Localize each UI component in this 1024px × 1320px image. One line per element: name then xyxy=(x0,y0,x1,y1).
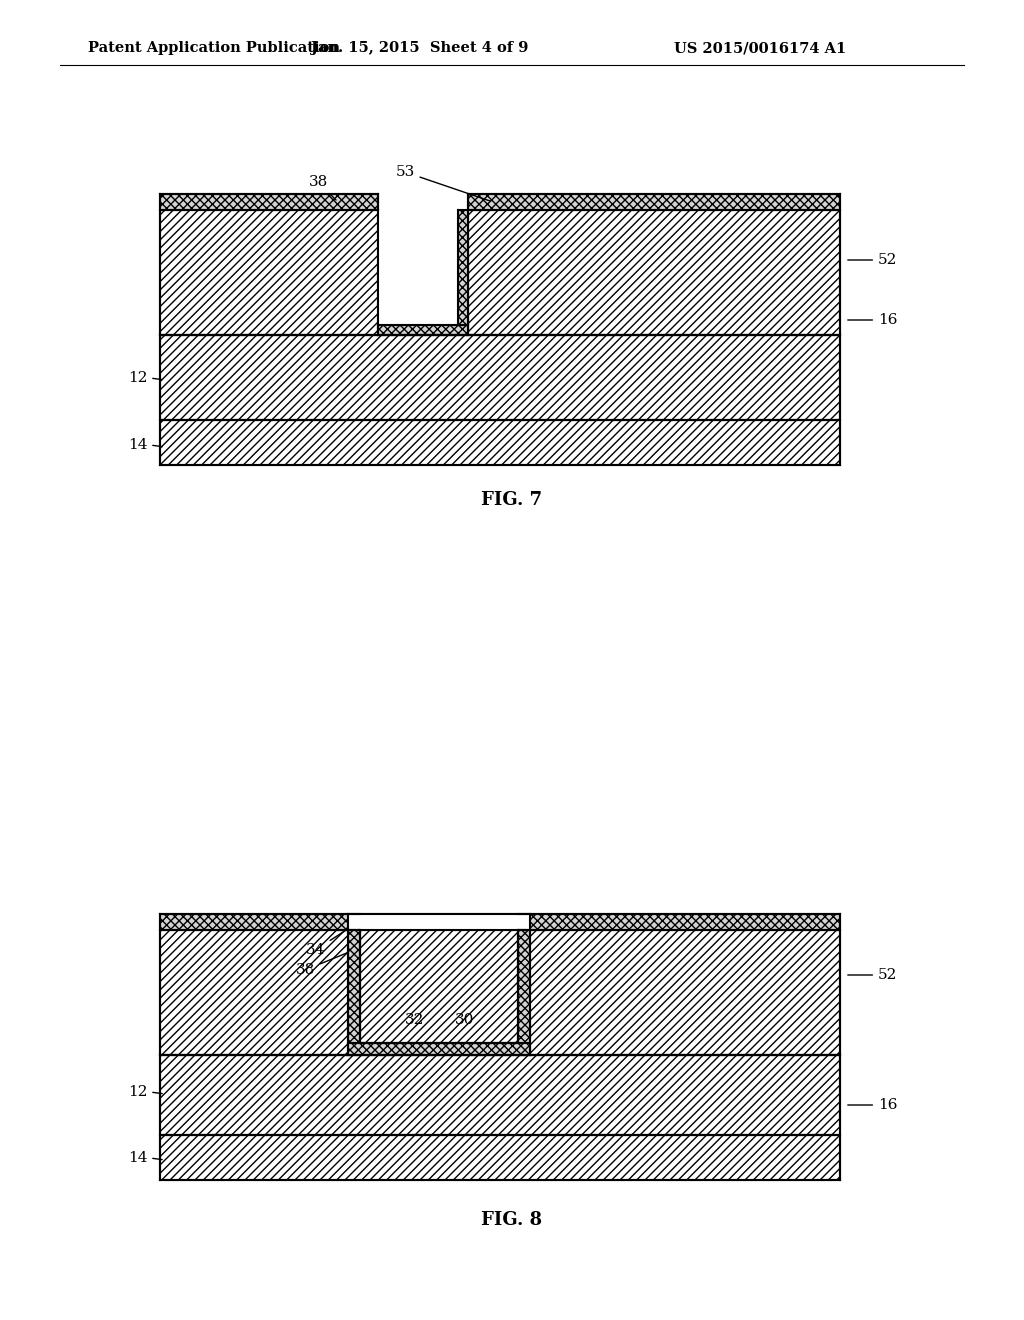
Text: 38: 38 xyxy=(296,950,351,977)
Bar xyxy=(160,210,378,335)
Bar xyxy=(468,194,840,210)
Bar xyxy=(160,335,840,420)
Bar xyxy=(378,325,468,335)
Text: 38: 38 xyxy=(308,176,336,201)
Text: FIG. 7: FIG. 7 xyxy=(481,491,543,510)
Text: 14: 14 xyxy=(128,1151,148,1166)
Bar xyxy=(348,931,530,1055)
Bar xyxy=(160,913,840,931)
Text: 30: 30 xyxy=(456,1012,475,1027)
Text: Jan. 15, 2015  Sheet 4 of 9: Jan. 15, 2015 Sheet 4 of 9 xyxy=(311,41,528,55)
Text: 12: 12 xyxy=(128,371,148,385)
Bar xyxy=(160,194,378,210)
Bar xyxy=(348,931,360,1055)
Text: 52: 52 xyxy=(848,968,897,982)
Text: 53: 53 xyxy=(395,165,490,201)
Text: 12: 12 xyxy=(128,1085,148,1100)
Bar xyxy=(378,210,458,325)
Bar xyxy=(160,420,840,465)
Text: 16: 16 xyxy=(848,313,897,327)
Bar xyxy=(160,931,840,1055)
Text: 30: 30 xyxy=(430,268,450,282)
Text: 16: 16 xyxy=(848,1098,897,1111)
Text: FIG. 8: FIG. 8 xyxy=(481,1210,543,1229)
Text: 32: 32 xyxy=(406,1012,425,1027)
Text: 14: 14 xyxy=(128,438,148,451)
Bar xyxy=(458,210,468,325)
Bar xyxy=(468,210,840,335)
Text: Patent Application Publication: Patent Application Publication xyxy=(88,41,340,55)
Bar xyxy=(348,913,530,931)
Text: 52: 52 xyxy=(848,253,897,267)
Bar xyxy=(360,931,518,1043)
Text: 34: 34 xyxy=(305,927,351,957)
Bar xyxy=(360,913,518,931)
Bar xyxy=(160,1055,840,1135)
Text: US 2015/0016174 A1: US 2015/0016174 A1 xyxy=(674,41,846,55)
Bar xyxy=(348,1043,530,1055)
Bar xyxy=(160,1135,840,1180)
Bar xyxy=(518,931,530,1055)
